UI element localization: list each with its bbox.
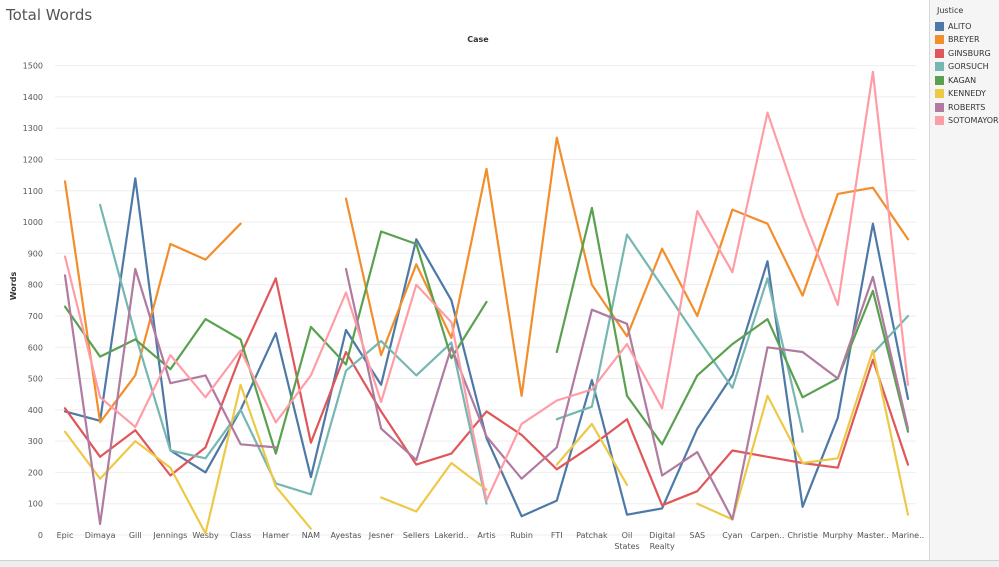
legend-label: ALITO	[948, 21, 972, 31]
x-tick-label: SAS	[689, 531, 705, 540]
gridlines	[55, 65, 916, 536]
chart-title: Case	[467, 35, 489, 44]
x-tick-label: Gill	[129, 531, 142, 540]
y-axis-ticks: 0 100 200 300 400 500 600 700 800 900 1000 1100 1200…	[23, 62, 43, 540]
legend-swatch	[935, 21, 944, 31]
y-tick-label: 1200	[23, 156, 43, 165]
legend-item-gorsuch[interactable]: GORSUCH	[935, 61, 989, 73]
y-tick-label: 600	[28, 343, 43, 352]
x-tick-label: Cyan	[722, 531, 742, 540]
y-tick-label: 1400	[23, 93, 43, 102]
y-tick-label: 200	[28, 468, 43, 477]
page-title: Total Words	[6, 6, 93, 24]
series-line-kagan[interactable]	[63, 230, 488, 455]
legend-label: GINSBURG	[948, 48, 991, 58]
x-tick-label: Wesby	[192, 531, 219, 540]
legend-label: BREYER	[948, 35, 980, 44]
x-axis-ticks: Epic Dimaya Gill Jennings Wesby Class Hamer NAM…	[57, 531, 925, 551]
series-line-roberts[interactable]	[63, 267, 277, 526]
x-tick-label: Jesner	[368, 531, 394, 540]
legend-swatch	[935, 102, 944, 112]
series-line-ginsburg[interactable]	[63, 277, 910, 507]
y-tick-label: 0	[38, 531, 43, 540]
y-tick-label: 300	[28, 437, 43, 446]
y-axis-label: Words	[9, 272, 18, 301]
y-tick-label: 500	[28, 375, 43, 384]
legend-item-roberts[interactable]: ROBERTS	[935, 101, 985, 113]
x-tick-label: Murphy	[823, 531, 853, 540]
x-tick-label: Digital Realty	[649, 531, 675, 551]
legend-title: Justice	[937, 6, 964, 15]
legend-label: GORSUCH	[948, 62, 989, 71]
legend-item-alito[interactable]: ALITO	[935, 20, 971, 32]
legend-label: SOTOMAYOR	[948, 116, 999, 125]
series-line-breyer[interactable]	[63, 180, 242, 424]
y-tick-label: 100	[28, 500, 43, 509]
legend-panel: Justice ALITO BREYER GINSBURG GORSUCH KAGAN K…	[929, 0, 999, 566]
y-tick-label: 400	[28, 406, 43, 415]
line-chart: 0 100 200 300 400 500 600 700 800 900 1000 1100 1200…	[9, 35, 925, 551]
x-tick-label: NAM	[302, 531, 320, 540]
y-tick-label: 800	[28, 281, 43, 290]
legend-swatch	[935, 62, 944, 71]
y-tick-label: 700	[28, 312, 43, 321]
bottom-scrollbar[interactable]	[0, 560, 999, 567]
x-tick-label: Class	[230, 531, 251, 540]
legend-item-kagan[interactable]: KAGAN	[935, 74, 976, 86]
legend-item-sotomayor[interactable]: SOTOMAYOR	[935, 115, 999, 127]
x-tick-label: Ayestas	[331, 531, 362, 540]
series-line-kennedy[interactable]	[380, 461, 488, 513]
x-tick-label: Dimaya	[85, 531, 116, 540]
x-tick-label: Artis	[477, 531, 495, 540]
series-line-breyer[interactable]	[344, 136, 910, 397]
x-tick-label: Oil States	[614, 531, 639, 551]
legend-item-breyer[interactable]: BREYER	[935, 34, 980, 46]
series-line-kennedy[interactable]	[555, 422, 629, 486]
x-tick-label: Hamer	[262, 531, 290, 540]
series-line-gorsuch[interactable]	[871, 314, 910, 355]
legend-swatch	[935, 89, 944, 98]
legend-swatch	[935, 35, 944, 44]
series-lines	[63, 70, 910, 535]
y-tick-label: 900	[28, 249, 43, 258]
x-tick-label: Lakerid..	[434, 531, 468, 540]
legend-swatch	[935, 48, 944, 58]
y-tick-label: 1500	[23, 62, 43, 71]
series-line-kennedy[interactable]	[63, 383, 312, 535]
legend-label: ROBERTS	[948, 102, 986, 112]
legend-label: KAGAN	[948, 75, 977, 85]
y-tick-label: 1100	[23, 187, 43, 196]
x-tick-label: Sellers	[403, 531, 430, 540]
series-line-kagan[interactable]	[555, 206, 910, 446]
x-tick-label: Patchak	[576, 531, 608, 540]
legend-item-ginsburg[interactable]: GINSBURG	[935, 47, 991, 59]
legend-swatch	[935, 116, 944, 125]
y-tick-label: 1300	[23, 124, 43, 133]
x-tick-label: Master..	[857, 531, 889, 540]
x-tick-label: Marine..	[892, 531, 924, 540]
legend-label: KENNEDY	[948, 89, 986, 98]
x-tick-label: FTI	[551, 531, 563, 540]
series-line-gorsuch[interactable]	[99, 203, 488, 505]
x-tick-label: Jennings	[152, 531, 187, 540]
y-tick-label: 1000	[23, 218, 43, 227]
x-tick-label: Carpen..	[751, 531, 785, 540]
legend-item-kennedy[interactable]: KENNEDY	[935, 88, 986, 100]
x-tick-label: Christie	[787, 531, 818, 540]
x-tick-label: Epic	[57, 531, 74, 540]
legend-swatch	[935, 75, 944, 85]
series-line-roberts[interactable]	[344, 267, 910, 521]
series-line-kennedy[interactable]	[696, 349, 910, 521]
x-tick-label: Rubin	[510, 531, 533, 540]
series-line-sotomayor[interactable]	[63, 70, 910, 502]
